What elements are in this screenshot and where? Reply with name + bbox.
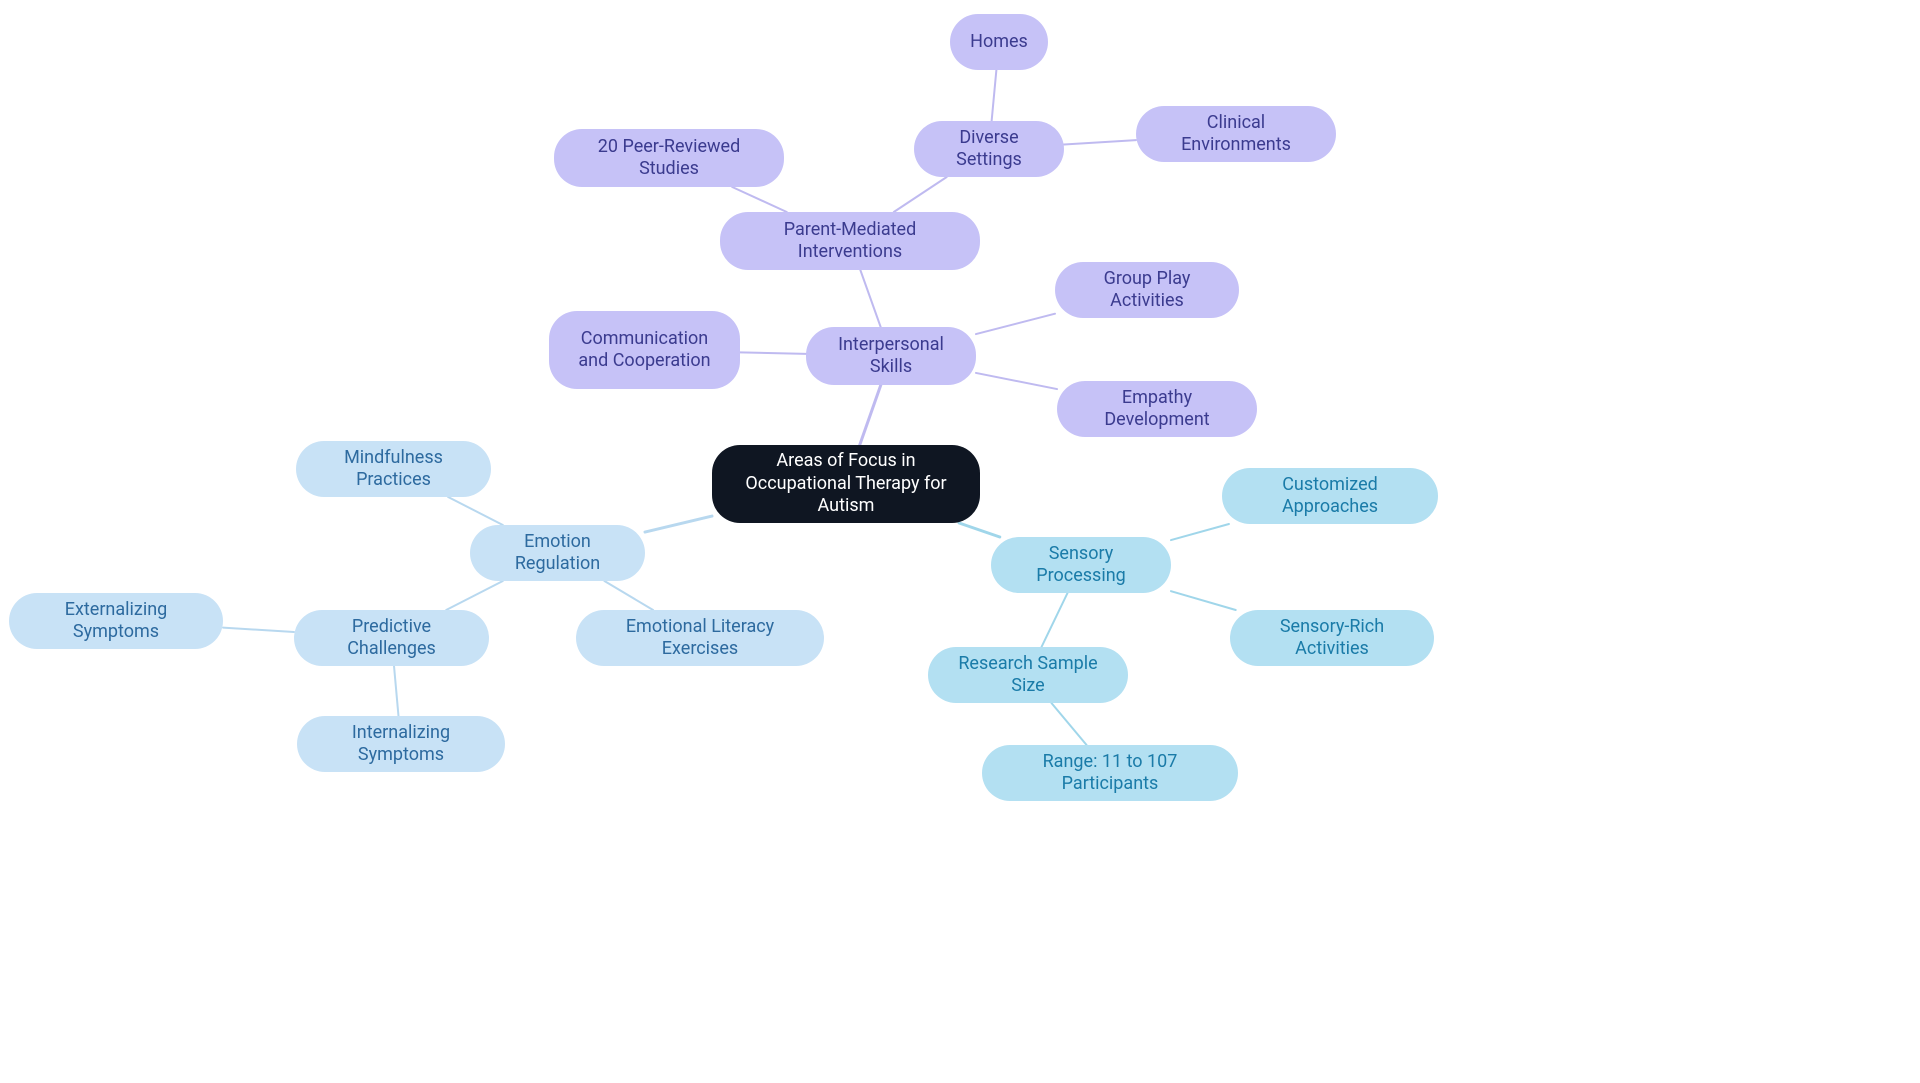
node-mindfulness: Mindfulness Practices bbox=[296, 441, 491, 497]
node-label: Range: 11 to 107 Participants bbox=[1002, 751, 1218, 796]
node-emotion: Emotion Regulation bbox=[470, 525, 645, 581]
node-label: Parent-Mediated Interventions bbox=[740, 219, 960, 264]
node-label: Sensory Processing bbox=[1011, 543, 1151, 588]
edge-interpersonal-parentmed bbox=[860, 270, 880, 327]
edge-emotion-mindfulness bbox=[448, 497, 503, 525]
node-label: Group Play Activities bbox=[1075, 268, 1219, 313]
node-label: Internalizing Symptoms bbox=[317, 722, 485, 767]
node-peerrev: 20 Peer-Reviewed Studies bbox=[554, 129, 784, 187]
node-groupplay: Group Play Activities bbox=[1055, 262, 1239, 318]
node-label: Diverse Settings bbox=[934, 127, 1044, 172]
node-label: Interpersonal Skills bbox=[826, 334, 956, 379]
node-label: Customized Approaches bbox=[1242, 474, 1418, 519]
node-empathy: Empathy Development bbox=[1057, 381, 1257, 437]
node-internal: Internalizing Symptoms bbox=[297, 716, 505, 772]
node-root: Areas of Focus in Occupational Therapy f… bbox=[712, 445, 980, 523]
edge-sensory-sensoryrich bbox=[1171, 591, 1236, 610]
node-label: 20 Peer-Reviewed Studies bbox=[574, 136, 764, 181]
node-emolit: Emotional Literacy Exercises bbox=[576, 610, 824, 666]
edge-sensory-custom bbox=[1171, 524, 1229, 540]
node-label: Clinical Environments bbox=[1156, 112, 1316, 157]
node-label: Research Sample Size bbox=[948, 653, 1108, 698]
node-label: Communication and Cooperation bbox=[569, 328, 720, 373]
node-diverse: Diverse Settings bbox=[914, 121, 1064, 177]
node-label: Emotional Literacy Exercises bbox=[596, 616, 804, 661]
edge-sample-range bbox=[1051, 703, 1086, 745]
edge-predictive-internal bbox=[394, 666, 398, 716]
node-commcoop: Communication and Cooperation bbox=[549, 311, 740, 389]
edge-root-sensory bbox=[959, 523, 1000, 537]
node-label: Mindfulness Practices bbox=[316, 447, 471, 492]
edge-root-interpersonal bbox=[860, 385, 881, 445]
node-label: Externalizing Symptoms bbox=[29, 599, 203, 644]
node-label: Empathy Development bbox=[1077, 387, 1237, 432]
edge-diverse-homes bbox=[992, 70, 997, 121]
node-label: Sensory-Rich Activities bbox=[1250, 616, 1414, 661]
edge-parentmed-peerrev bbox=[732, 187, 787, 212]
node-predictive: Predictive Challenges bbox=[294, 610, 489, 666]
node-parentmed: Parent-Mediated Interventions bbox=[720, 212, 980, 270]
edge-interpersonal-commcoop bbox=[740, 352, 806, 354]
node-label: Areas of Focus in Occupational Therapy f… bbox=[732, 450, 960, 518]
node-custom: Customized Approaches bbox=[1222, 468, 1438, 524]
node-label: Homes bbox=[970, 31, 1028, 54]
edge-emotion-emolit bbox=[604, 581, 653, 610]
node-sensoryrich: Sensory-Rich Activities bbox=[1230, 610, 1434, 666]
node-sample: Research Sample Size bbox=[928, 647, 1128, 703]
edge-sensory-sample bbox=[1041, 593, 1067, 647]
edge-predictive-external bbox=[223, 628, 294, 632]
node-interpersonal: Interpersonal Skills bbox=[806, 327, 976, 385]
edge-emotion-predictive bbox=[446, 581, 503, 610]
node-clinical: Clinical Environments bbox=[1136, 106, 1336, 162]
node-homes: Homes bbox=[950, 14, 1048, 70]
edge-parentmed-diverse bbox=[894, 177, 947, 212]
edge-interpersonal-groupplay bbox=[976, 314, 1055, 334]
node-sensory: Sensory Processing bbox=[991, 537, 1171, 593]
edge-diverse-clinical bbox=[1064, 140, 1136, 144]
node-label: Emotion Regulation bbox=[490, 531, 625, 576]
node-label: Predictive Challenges bbox=[314, 616, 469, 661]
edge-root-emotion bbox=[645, 516, 712, 532]
edge-interpersonal-empathy bbox=[976, 373, 1057, 389]
node-range: Range: 11 to 107 Participants bbox=[982, 745, 1238, 801]
node-external: Externalizing Symptoms bbox=[9, 593, 223, 649]
